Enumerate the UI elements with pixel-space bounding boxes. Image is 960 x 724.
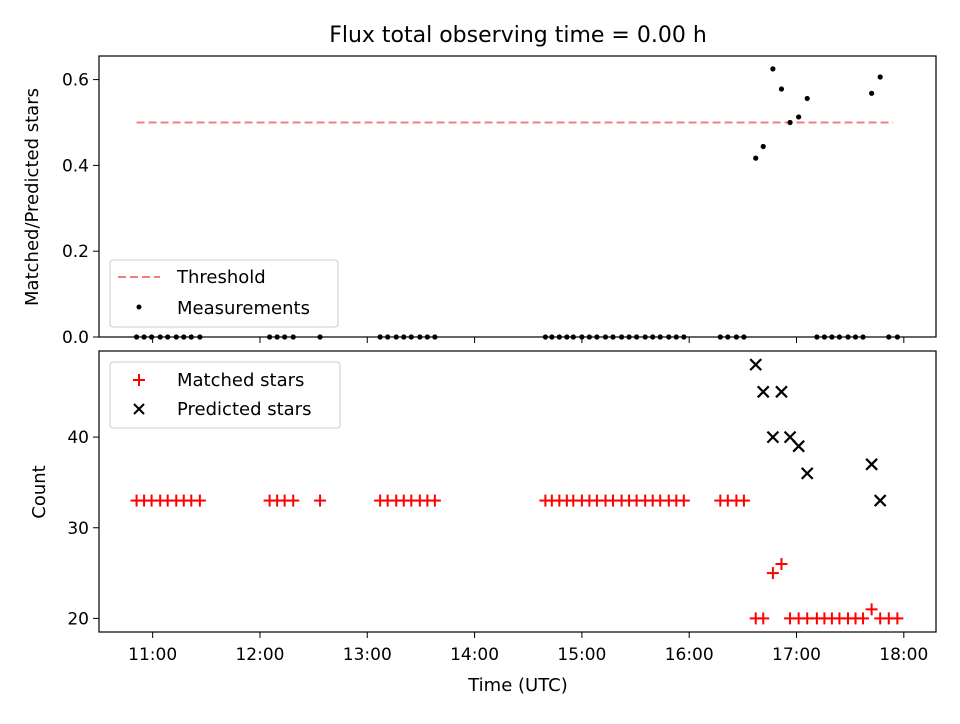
x-axis-label: Time (UTC) [467,675,568,696]
predicted-star-point [800,467,814,480]
measurement-point [787,119,793,126]
legend-threshold-label: Threshold [176,267,266,288]
matched-star-point [314,494,327,507]
legend-matched-swatch [133,374,145,386]
legend-predicted-label: Predicted stars [177,399,311,420]
top-panel: 0.0 0.2 0.4 0.6 Matched/Predicted stars Thr… [22,55,937,348]
matched-star-point [737,494,750,507]
bottom-y-ticks: 20 30 40 [67,428,99,629]
legend-matched-label: Matched stars [177,370,304,391]
measurement-point [804,95,810,102]
predicted-star-point [792,439,805,453]
measurement-point [760,143,766,150]
x-tick-label: 11:00 [128,645,177,665]
x-tick-label: 14:00 [450,645,499,665]
matched-star-point [775,558,788,571]
measurement-point [877,74,883,80]
x-tick-label: 17:00 [772,645,821,665]
predicted-star-point [749,358,763,371]
bottom-y-axis-label: Count [29,465,50,518]
y-tick-label: 30 [67,519,89,539]
y-tick-label: 0.0 [62,328,89,348]
matched-star-point [891,612,904,625]
y-tick-label: 0.6 [62,71,89,91]
bottom-legend: Matched stars Predicted stars [109,361,341,429]
measurement-point [778,86,785,92]
top-legend: Threshold Measurements [109,259,339,328]
measurement-point [796,114,802,120]
x-tick-label: 13:00 [343,645,392,665]
matched-star-point [287,494,300,507]
legend-predicted-swatch [133,403,145,415]
matched-star-point [428,494,441,507]
y-tick-label: 40 [67,428,89,448]
predicted-star-point [865,458,878,471]
matched-star-point [857,612,870,625]
matched-star-point [766,567,779,580]
measurement-point [869,90,875,96]
bottom-axes-frame [98,350,937,633]
matched-star-point [865,603,878,616]
predicted-star-point [756,385,770,399]
y-tick-label: 0.2 [62,242,89,262]
top-x-ticks [152,337,905,343]
x-tick-label: 18:00 [879,645,928,665]
top-y-axis-label: Matched/Predicted stars [22,88,43,306]
bottom-panel: 20 30 40 11:00 12:00 13:00 14:00 15:00 16:00 17:… [29,350,937,696]
top-axes-frame [98,55,937,338]
matched-star-point [193,494,206,507]
predicted-star-point [873,494,887,507]
bottom-plot-area [130,358,904,625]
predicted-star-point [775,385,788,399]
bottom-x-ticks: 11:00 12:00 13:00 14:00 15:00 16:00 17:00 18:00 [128,632,928,665]
predicted-star-point [766,430,780,444]
matched-star-point [677,494,690,507]
measurement-point [770,66,776,72]
measurement-point [753,155,759,161]
bottom-legend-box [109,361,341,429]
x-tick-label: 15:00 [557,645,606,665]
y-tick-label: 0.4 [62,156,89,176]
x-tick-label: 12:00 [235,645,284,665]
top-y-ticks: 0.0 0.2 0.4 0.6 [62,71,99,348]
legend-measurements-label: Measurements [177,298,310,319]
chart-title: Flux total observing time = 0.00 h [329,23,707,48]
top-legend-box [109,259,339,328]
legend-measurements-swatch [136,304,142,310]
y-tick-label: 20 [67,609,89,629]
matched-star-point [757,612,770,625]
x-tick-label: 16:00 [665,645,714,665]
